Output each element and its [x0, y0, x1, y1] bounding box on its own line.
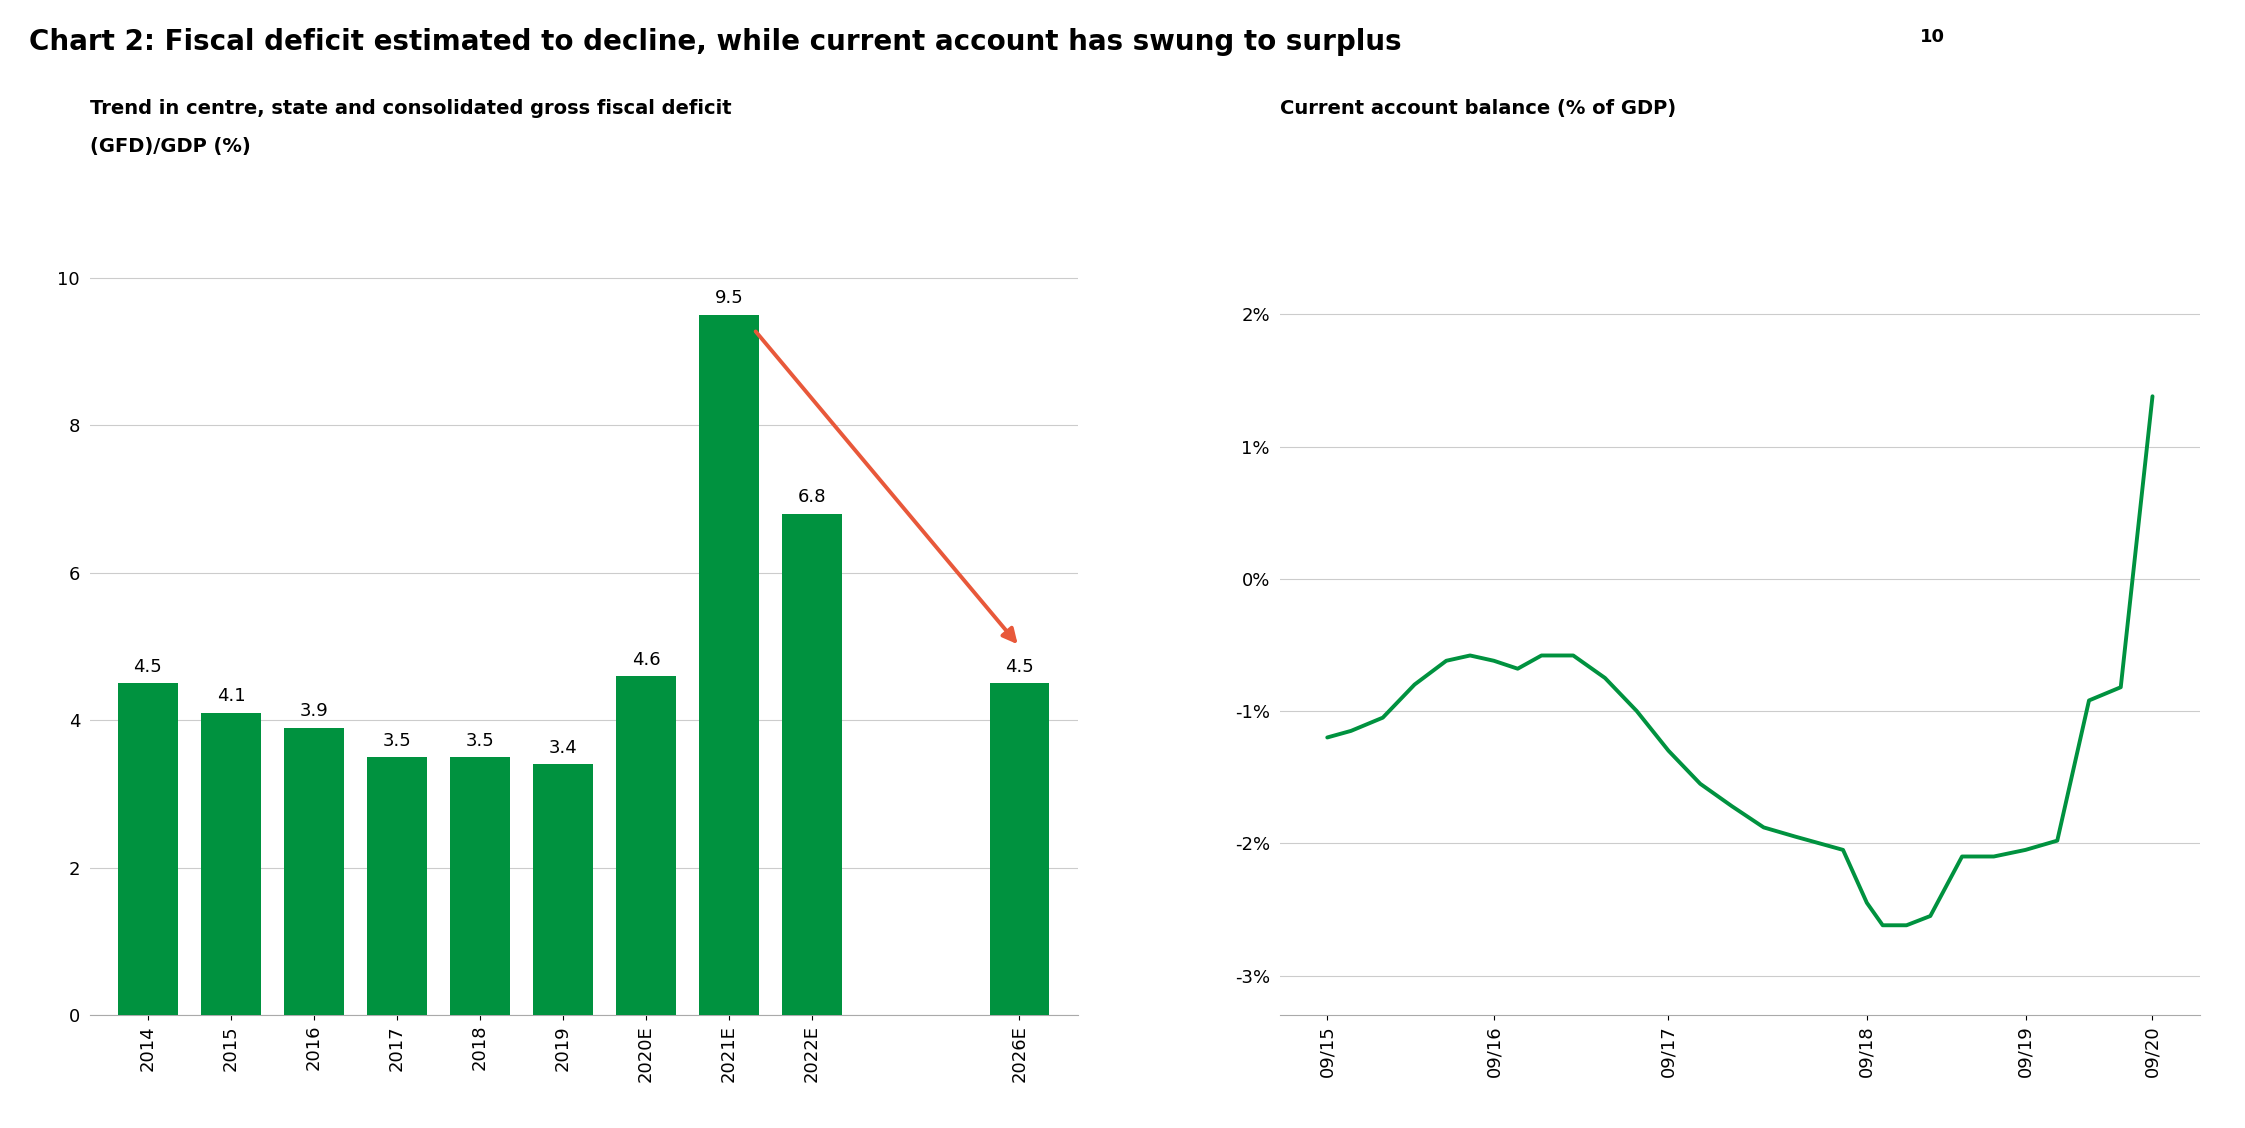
Text: Current account balance (% of GDP): Current account balance (% of GDP)	[1280, 99, 1675, 118]
Bar	[449, 757, 510, 1015]
Text: 6.8: 6.8	[797, 488, 826, 506]
Text: 9.5: 9.5	[714, 289, 743, 307]
Text: 3.5: 3.5	[465, 732, 494, 750]
Text: (GFD)/GDP (%): (GFD)/GDP (%)	[90, 136, 251, 156]
Bar	[366, 757, 427, 1015]
Bar	[698, 315, 759, 1015]
Bar	[615, 676, 676, 1015]
Text: Trend in centre, state and consolidated gross fiscal deficit: Trend in centre, state and consolidated …	[90, 99, 732, 118]
Text: 4.6: 4.6	[631, 651, 660, 669]
Text: 3.9: 3.9	[299, 703, 328, 720]
Text: 3.5: 3.5	[382, 732, 411, 750]
Bar	[202, 713, 260, 1015]
Text: 4.5: 4.5	[1006, 658, 1035, 676]
Bar	[990, 684, 1048, 1015]
Bar	[119, 684, 177, 1015]
Text: 4.1: 4.1	[216, 687, 245, 705]
Bar	[781, 513, 842, 1015]
Text: 3.4: 3.4	[548, 739, 577, 757]
Bar	[285, 728, 343, 1015]
Text: 4.5: 4.5	[132, 658, 162, 676]
Bar	[532, 765, 593, 1015]
Text: Chart 2: Fiscal deficit estimated to decline, while current account has swung to: Chart 2: Fiscal deficit estimated to dec…	[29, 28, 1401, 56]
Text: 10: 10	[1919, 28, 1944, 46]
